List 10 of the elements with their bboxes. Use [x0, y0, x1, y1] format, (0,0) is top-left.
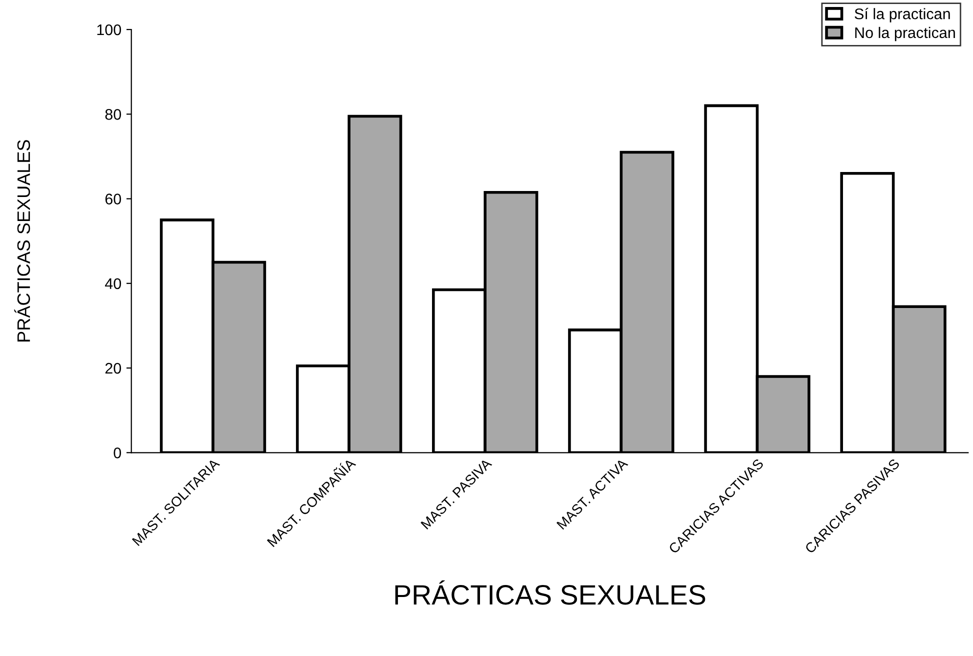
y-tick-label: 60 — [105, 194, 122, 204]
y-tick-label: 20 — [105, 362, 122, 374]
y-tick-label: 40 — [104, 278, 122, 290]
y-tick-label: 100 — [97, 24, 122, 36]
y-tick-label: 0 — [114, 448, 122, 458]
y-tick-label: 80 — [105, 109, 122, 120]
x-axis-title: PRÁCTICAS SEXUALES — [395, 580, 706, 605]
y-axis-title: PRÁCTICAS SEXUALES — [14, 140, 30, 342]
legend-label: Sí la practican — [854, 8, 950, 22]
legend-label: No la practican — [855, 26, 955, 42]
